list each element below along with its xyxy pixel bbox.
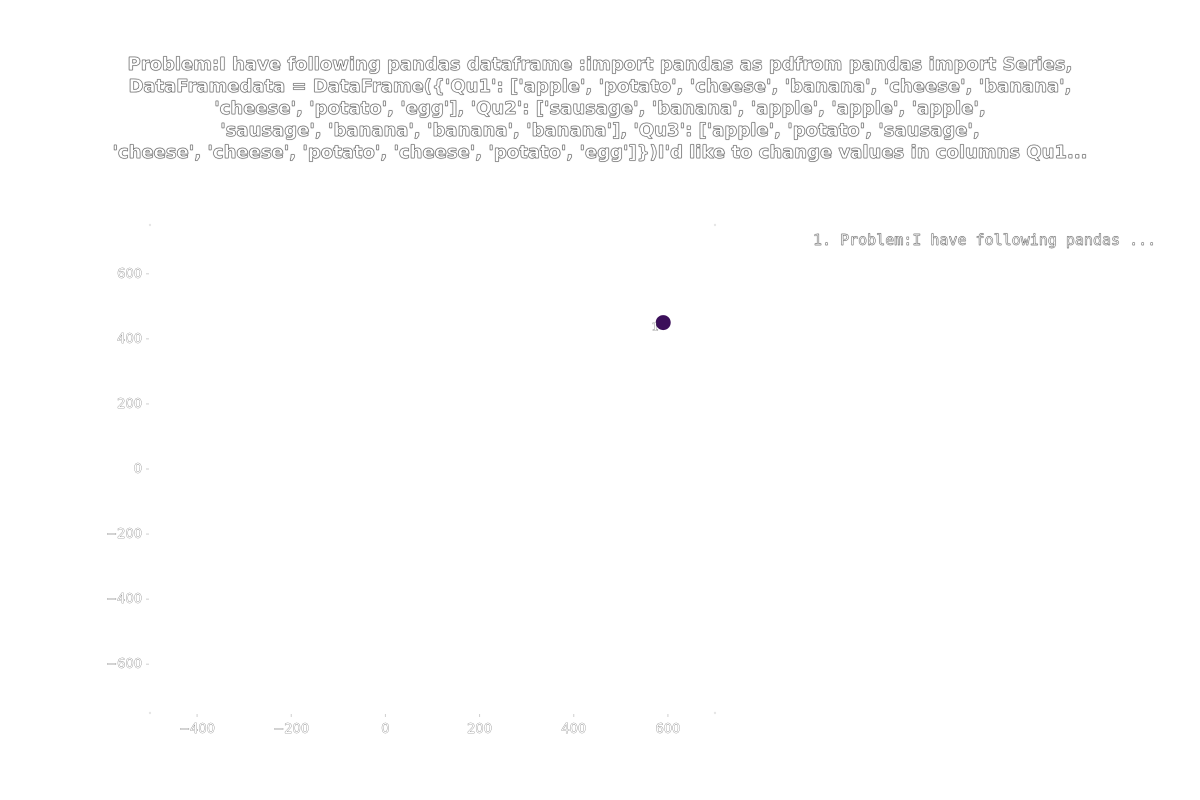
y-tick-label: 400 [117, 332, 142, 347]
y-tick-label: 200 [117, 397, 142, 412]
data-point-label: 1 [652, 321, 659, 334]
y-tick-label: 0 [134, 462, 142, 477]
legend-entry: 1. Problem:I have following pandas ... [813, 231, 1157, 249]
y-tick-label: 600 [117, 267, 142, 282]
x-tick-label: 600 [656, 722, 681, 737]
x-tick-label: −400 [179, 722, 215, 737]
y-tick-label: −600 [106, 657, 142, 672]
x-tick-label: −200 [273, 722, 309, 737]
x-tick-label: 0 [381, 722, 389, 737]
plot-corner-mark [713, 711, 717, 715]
plot-corner-mark [713, 223, 717, 227]
plot-corner-mark [148, 711, 152, 715]
y-tick-label: −400 [106, 592, 142, 607]
x-tick-label: 400 [561, 722, 586, 737]
chart-title: Problem:I have following pandas datafram… [112, 54, 1088, 164]
y-tick-label: −200 [106, 527, 142, 542]
x-tick-label: 200 [467, 722, 492, 737]
plot-corner-mark [148, 223, 152, 227]
data-point [655, 315, 671, 331]
